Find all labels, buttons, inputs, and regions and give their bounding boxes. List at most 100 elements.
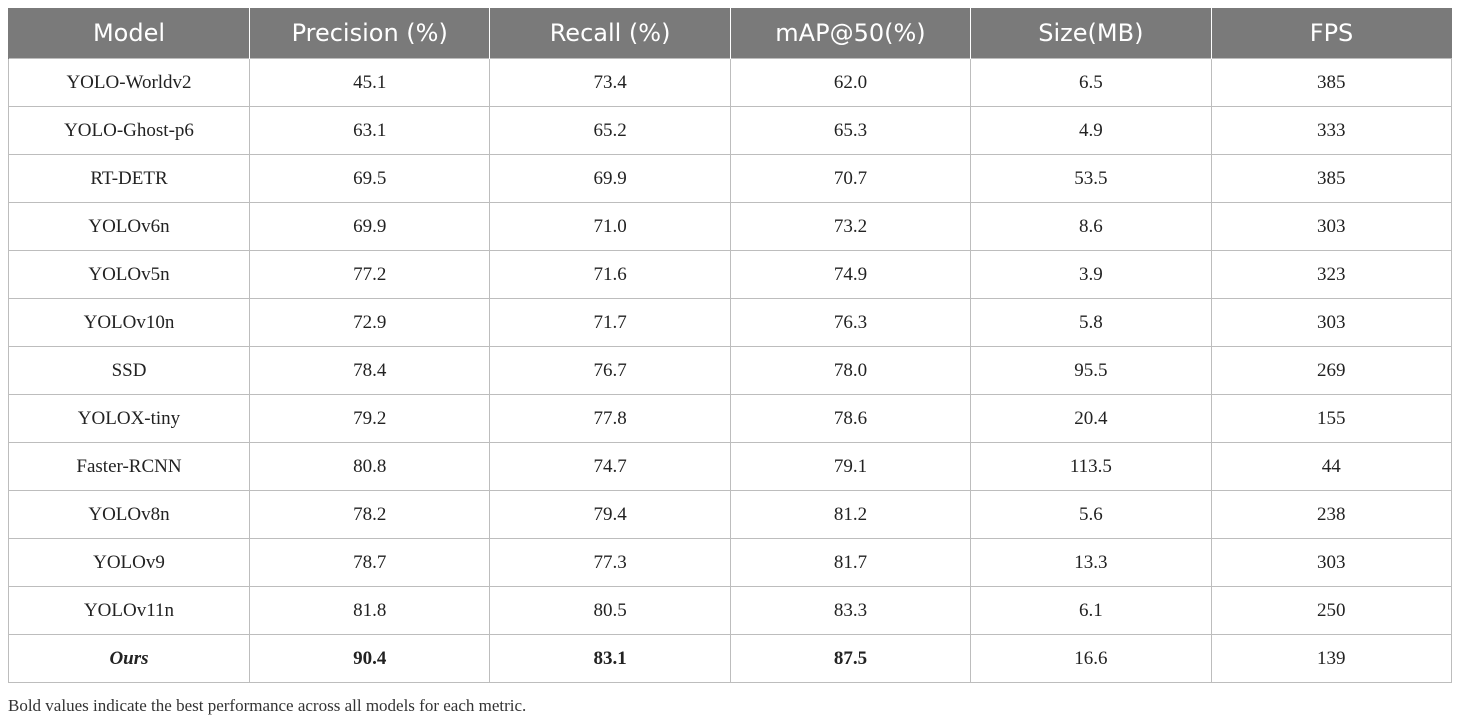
cell-size: 3.9 bbox=[970, 250, 1212, 299]
cell-recall: 71.0 bbox=[489, 202, 731, 251]
cell-precision: 69.9 bbox=[248, 202, 491, 251]
cell-map50: 65.3 bbox=[729, 106, 972, 155]
cell-model: Faster-RCNN bbox=[8, 442, 250, 491]
cell-fps: 303 bbox=[1210, 298, 1453, 347]
cell-model: YOLOv5n bbox=[8, 250, 250, 299]
cell-precision: 90.4 bbox=[248, 634, 491, 683]
table-row: YOLOv10n 72.9 71.7 76.3 5.8 303 bbox=[8, 298, 1453, 347]
cell-precision: 78.7 bbox=[248, 538, 491, 587]
cell-recall: 74.7 bbox=[489, 442, 731, 491]
cell-model: YOLOv11n bbox=[8, 586, 250, 635]
table-footnote: Bold values indicate the best performanc… bbox=[8, 696, 527, 715]
cell-precision: 72.9 bbox=[248, 298, 491, 347]
cell-precision: 69.5 bbox=[248, 154, 491, 203]
cell-map50: 78.0 bbox=[729, 346, 972, 395]
cell-recall: 79.4 bbox=[489, 490, 731, 539]
cell-model: YOLOv10n bbox=[8, 298, 250, 347]
model-comparison-table: Model Precision (%) Recall (%) mAP@50(%)… bbox=[8, 8, 1453, 683]
cell-model: YOLO-Worldv2 bbox=[8, 58, 250, 107]
cell-map50: 79.1 bbox=[729, 442, 972, 491]
cell-map50: 87.5 bbox=[729, 634, 972, 683]
cell-size: 16.6 bbox=[970, 634, 1212, 683]
cell-recall: 83.1 bbox=[489, 634, 731, 683]
table-row: YOLOv8n 78.2 79.4 81.2 5.6 238 bbox=[8, 490, 1453, 539]
cell-fps: 385 bbox=[1210, 58, 1453, 107]
cell-fps: 155 bbox=[1210, 394, 1453, 443]
cell-model: RT-DETR bbox=[8, 154, 250, 203]
cell-map50: 81.2 bbox=[729, 490, 972, 539]
table-row: YOLO-Ghost-p6 63.1 65.2 65.3 4.9 333 bbox=[8, 106, 1453, 155]
cell-recall: 65.2 bbox=[489, 106, 731, 155]
table-row: Ours 90.4 83.1 87.5 16.6 139 bbox=[8, 634, 1453, 683]
table-row: YOLO-Worldv2 45.1 73.4 62.0 6.5 385 bbox=[8, 58, 1453, 107]
cell-size: 113.5 bbox=[970, 442, 1212, 491]
cell-precision: 45.1 bbox=[248, 58, 491, 107]
table-row: YOLOv11n 81.8 80.5 83.3 6.1 250 bbox=[8, 586, 1453, 635]
cell-fps: 333 bbox=[1210, 106, 1453, 155]
cell-size: 5.8 bbox=[970, 298, 1212, 347]
cell-fps: 269 bbox=[1210, 346, 1453, 395]
column-header-model: Model bbox=[8, 8, 250, 59]
cell-map50: 78.6 bbox=[729, 394, 972, 443]
column-header-map50: mAP@50(%) bbox=[729, 8, 971, 59]
column-header-fps: FPS bbox=[1210, 8, 1452, 59]
cell-fps: 250 bbox=[1210, 586, 1453, 635]
cell-recall: 73.4 bbox=[489, 58, 731, 107]
cell-map50: 76.3 bbox=[729, 298, 972, 347]
column-header-precision: Precision (%) bbox=[248, 8, 490, 59]
cell-size: 13.3 bbox=[970, 538, 1212, 587]
column-header-recall: Recall (%) bbox=[489, 8, 731, 59]
table-row: YOLOX-tiny 79.2 77.8 78.6 20.4 155 bbox=[8, 394, 1453, 443]
cell-size: 5.6 bbox=[970, 490, 1212, 539]
cell-model: YOLOv9 bbox=[8, 538, 250, 587]
cell-precision: 79.2 bbox=[248, 394, 491, 443]
cell-size: 6.5 bbox=[970, 58, 1212, 107]
cell-map50: 73.2 bbox=[729, 202, 972, 251]
cell-map50: 83.3 bbox=[729, 586, 972, 635]
cell-precision: 81.8 bbox=[248, 586, 491, 635]
cell-size: 6.1 bbox=[970, 586, 1212, 635]
cell-model: YOLOv8n bbox=[8, 490, 250, 539]
table-row: YOLOv9 78.7 77.3 81.7 13.3 303 bbox=[8, 538, 1453, 587]
table-row: SSD 78.4 76.7 78.0 95.5 269 bbox=[8, 346, 1453, 395]
cell-model: YOLOX-tiny bbox=[8, 394, 250, 443]
table-row: Faster-RCNN 80.8 74.7 79.1 113.5 44 bbox=[8, 442, 1453, 491]
cell-recall: 71.7 bbox=[489, 298, 731, 347]
comparison-table-container: Model Precision (%) Recall (%) mAP@50(%)… bbox=[8, 8, 1453, 683]
cell-size: 4.9 bbox=[970, 106, 1212, 155]
table-body: YOLO-Worldv2 45.1 73.4 62.0 6.5 385 YOLO-Ghost… bbox=[8, 58, 1453, 683]
cell-fps: 44 bbox=[1210, 442, 1453, 491]
cell-model: YOLOv6n bbox=[8, 202, 250, 251]
cell-fps: 139 bbox=[1210, 634, 1453, 683]
cell-precision: 80.8 bbox=[248, 442, 491, 491]
column-header-size: Size(MB) bbox=[970, 8, 1212, 59]
cell-size: 20.4 bbox=[970, 394, 1212, 443]
cell-fps: 303 bbox=[1210, 202, 1453, 251]
cell-recall: 69.9 bbox=[489, 154, 731, 203]
cell-map50: 62.0 bbox=[729, 58, 972, 107]
cell-model: Ours bbox=[8, 634, 250, 683]
cell-recall: 77.3 bbox=[489, 538, 731, 587]
cell-precision: 78.4 bbox=[248, 346, 491, 395]
table-row: YOLOv6n 69.9 71.0 73.2 8.6 303 bbox=[8, 202, 1453, 251]
cell-model: SSD bbox=[8, 346, 250, 395]
cell-recall: 80.5 bbox=[489, 586, 731, 635]
cell-size: 8.6 bbox=[970, 202, 1212, 251]
cell-fps: 323 bbox=[1210, 250, 1453, 299]
cell-precision: 78.2 bbox=[248, 490, 491, 539]
cell-map50: 70.7 bbox=[729, 154, 972, 203]
header-row: Model Precision (%) Recall (%) mAP@50(%)… bbox=[8, 8, 1452, 59]
cell-fps: 303 bbox=[1210, 538, 1453, 587]
cell-fps: 385 bbox=[1210, 154, 1453, 203]
cell-size: 95.5 bbox=[970, 346, 1212, 395]
cell-recall: 77.8 bbox=[489, 394, 731, 443]
cell-map50: 74.9 bbox=[729, 250, 972, 299]
cell-precision: 63.1 bbox=[248, 106, 491, 155]
cell-model: YOLO-Ghost-p6 bbox=[8, 106, 250, 155]
cell-recall: 71.6 bbox=[489, 250, 731, 299]
cell-recall: 76.7 bbox=[489, 346, 731, 395]
table-row: YOLOv5n 77.2 71.6 74.9 3.9 323 bbox=[8, 250, 1453, 299]
cell-map50: 81.7 bbox=[729, 538, 972, 587]
cell-size: 53.5 bbox=[970, 154, 1212, 203]
cell-precision: 77.2 bbox=[248, 250, 491, 299]
